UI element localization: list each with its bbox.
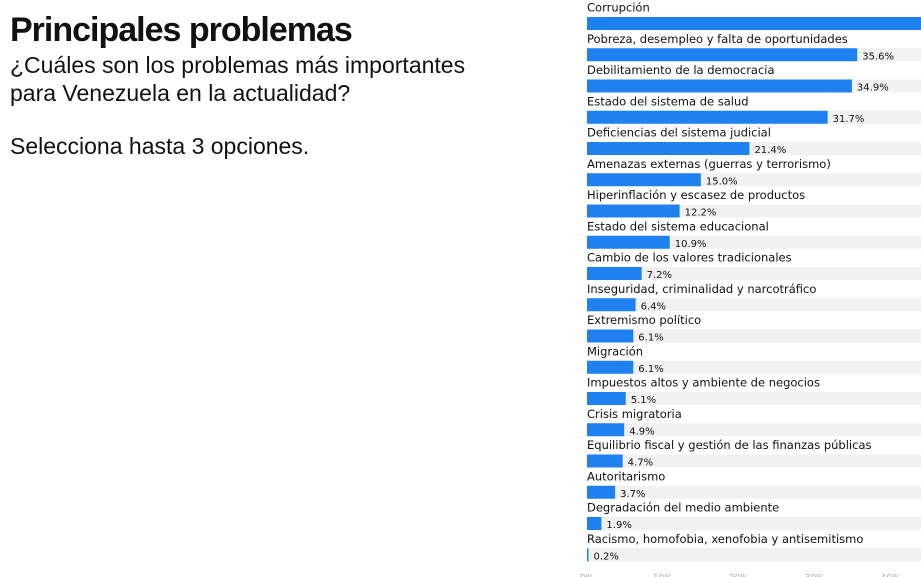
bar: [587, 517, 602, 530]
category-label: Cambio de los valores tradicionales: [587, 251, 792, 265]
value-label: 12.2%: [685, 208, 717, 219]
x-tick-label: 20%: [729, 574, 749, 577]
value-label: 35.6%: [862, 51, 894, 62]
x-tick-label: 30%: [805, 574, 825, 577]
category-label: Migración: [587, 344, 643, 358]
bar: [587, 423, 625, 437]
value-label: 7.2%: [647, 270, 672, 281]
bar: [587, 392, 626, 405]
value-label: 1.9%: [606, 520, 631, 531]
subtitle: para Venezuela en la actualidad?: [10, 80, 350, 106]
x-tick-label: 10%: [653, 574, 673, 577]
bar-track: [587, 360, 921, 374]
bar: [587, 142, 750, 155]
value-label: 10.9%: [675, 239, 707, 250]
category-label: Inseguridad, criminalidad y narcotráfico: [587, 282, 816, 296]
bar-track: [587, 423, 921, 437]
value-label: 3.7%: [620, 489, 645, 500]
category-label: Deficiencias del sistema judicial: [587, 126, 771, 140]
category-label: Crisis migratoria: [587, 407, 682, 421]
bar-track: [587, 548, 921, 562]
category-label: Hiperinflación y escasez de productos: [587, 188, 805, 202]
bar: [587, 360, 634, 374]
bar: [587, 548, 589, 562]
category-label: Debilitamiento de la democracia: [587, 63, 775, 77]
category-label: Degradación del medio ambiente: [587, 501, 779, 515]
bar-track: [587, 235, 921, 249]
value-label: 15.0%: [706, 176, 738, 187]
bar: [587, 17, 921, 30]
chart-title: Principales problemas: [10, 11, 352, 49]
bar: [587, 79, 852, 93]
bar-track: [587, 298, 921, 312]
value-label: 6.1%: [638, 333, 663, 344]
bar-track: [587, 267, 921, 280]
category-label: Autoritarismo: [587, 469, 665, 483]
value-label: 21.4%: [754, 145, 786, 156]
category-label: Racismo, homofobia, xenofobia y antisemi…: [587, 532, 863, 546]
category-label: Estado del sistema educacional: [587, 219, 769, 233]
x-tick-label: 0%: [580, 574, 595, 577]
bar: [587, 298, 636, 312]
bar: [587, 110, 828, 124]
category-label: Corrupción: [587, 1, 650, 15]
category-label: Equilibrio fiscal y gestión de las finan…: [587, 438, 871, 452]
bar: [587, 48, 858, 62]
category-label: Pobreza, desempleo y falta de oportunida…: [587, 32, 848, 46]
instruction: Selecciona hasta 3 opciones.: [10, 133, 309, 159]
bar: [587, 173, 701, 187]
bar: [587, 329, 634, 343]
bar-track: [587, 392, 921, 405]
value-label: 6.4%: [641, 301, 666, 312]
bar: [587, 485, 616, 499]
bar: [587, 204, 680, 218]
category-label: Amenazas externas (guerras y terrorismo): [587, 157, 831, 171]
bar-track: [587, 485, 921, 499]
category-label: Estado del sistema de salud: [587, 94, 749, 108]
bar-track: [587, 329, 921, 343]
value-label: 5.1%: [631, 395, 656, 406]
bar: [587, 454, 623, 468]
subtitle: ¿Cuáles son los problemas más importante…: [10, 52, 465, 78]
category-label: Impuestos altos y ambiente de negocios: [587, 376, 820, 390]
bar: [587, 267, 642, 280]
bar: [587, 235, 670, 249]
value-label: 31.7%: [833, 114, 865, 125]
value-label: 0.2%: [594, 551, 619, 562]
value-label: 4.7%: [628, 458, 653, 469]
bar-track: [587, 454, 921, 468]
category-label: Extremismo político: [587, 313, 701, 327]
bar-track: [587, 517, 921, 530]
value-label: 6.1%: [638, 364, 663, 375]
value-label: 4.9%: [629, 426, 654, 437]
value-label: 34.9%: [857, 83, 889, 94]
x-tick-label: 40%: [881, 574, 901, 577]
